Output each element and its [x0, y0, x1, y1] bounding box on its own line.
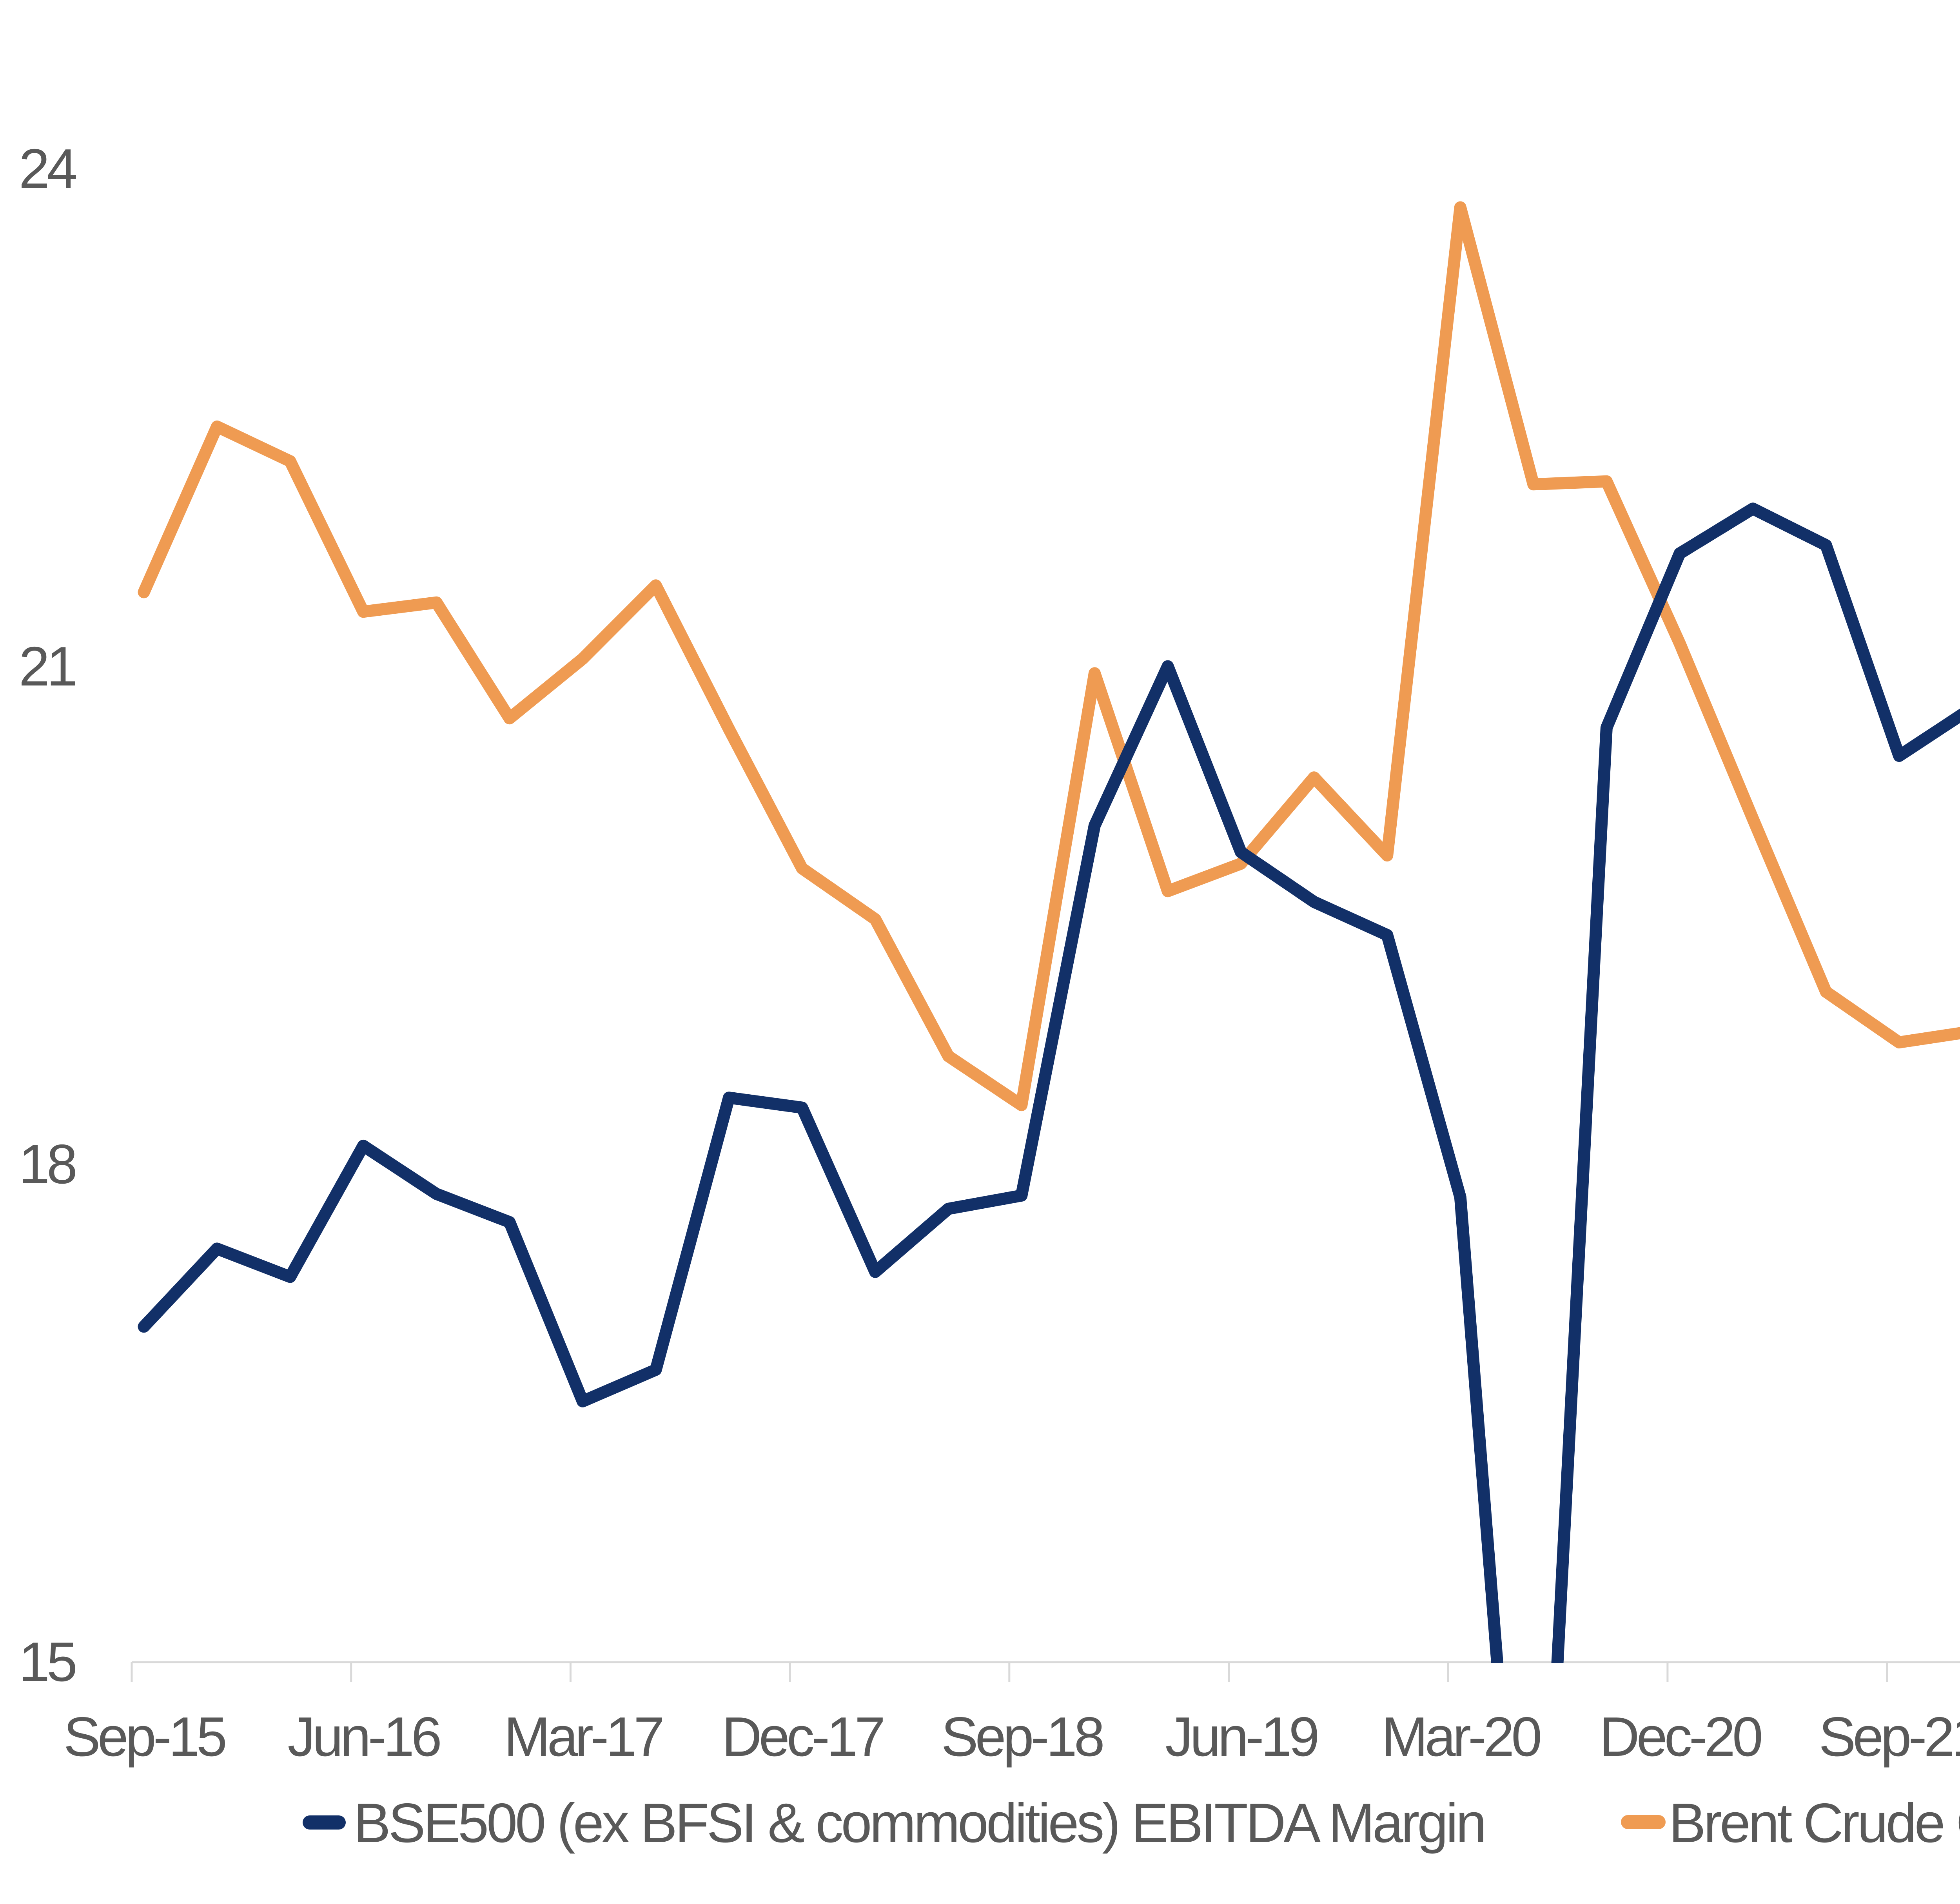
svg-text:21: 21	[19, 635, 75, 698]
svg-text:BSE500 (ex BFSI & commodities): BSE500 (ex BFSI & commodities) EBITDA Ma…	[354, 1792, 1485, 1854]
svg-text:Mar-17: Mar-17	[504, 1706, 662, 1768]
svg-text:15: 15	[19, 1631, 76, 1693]
svg-text:24: 24	[19, 138, 76, 200]
svg-text:Dec-17: Dec-17	[722, 1706, 883, 1768]
svg-text:Jun-16: Jun-16	[288, 1706, 440, 1768]
svg-text:Sep-18: Sep-18	[941, 1706, 1103, 1768]
svg-text:Dec-20: Dec-20	[1599, 1706, 1761, 1768]
svg-text:Sep-21: Sep-21	[1819, 1706, 1960, 1768]
svg-text:Jun-19: Jun-19	[1165, 1706, 1317, 1768]
svg-text:18: 18	[19, 1133, 75, 1195]
svg-text:Mar-20: Mar-20	[1381, 1706, 1540, 1768]
svg-text:Sep-15: Sep-15	[64, 1706, 225, 1768]
svg-text:Brent Crude Oil (RHS) (Inverte: Brent Crude Oil (RHS) (Inverted)	[1669, 1792, 1960, 1854]
